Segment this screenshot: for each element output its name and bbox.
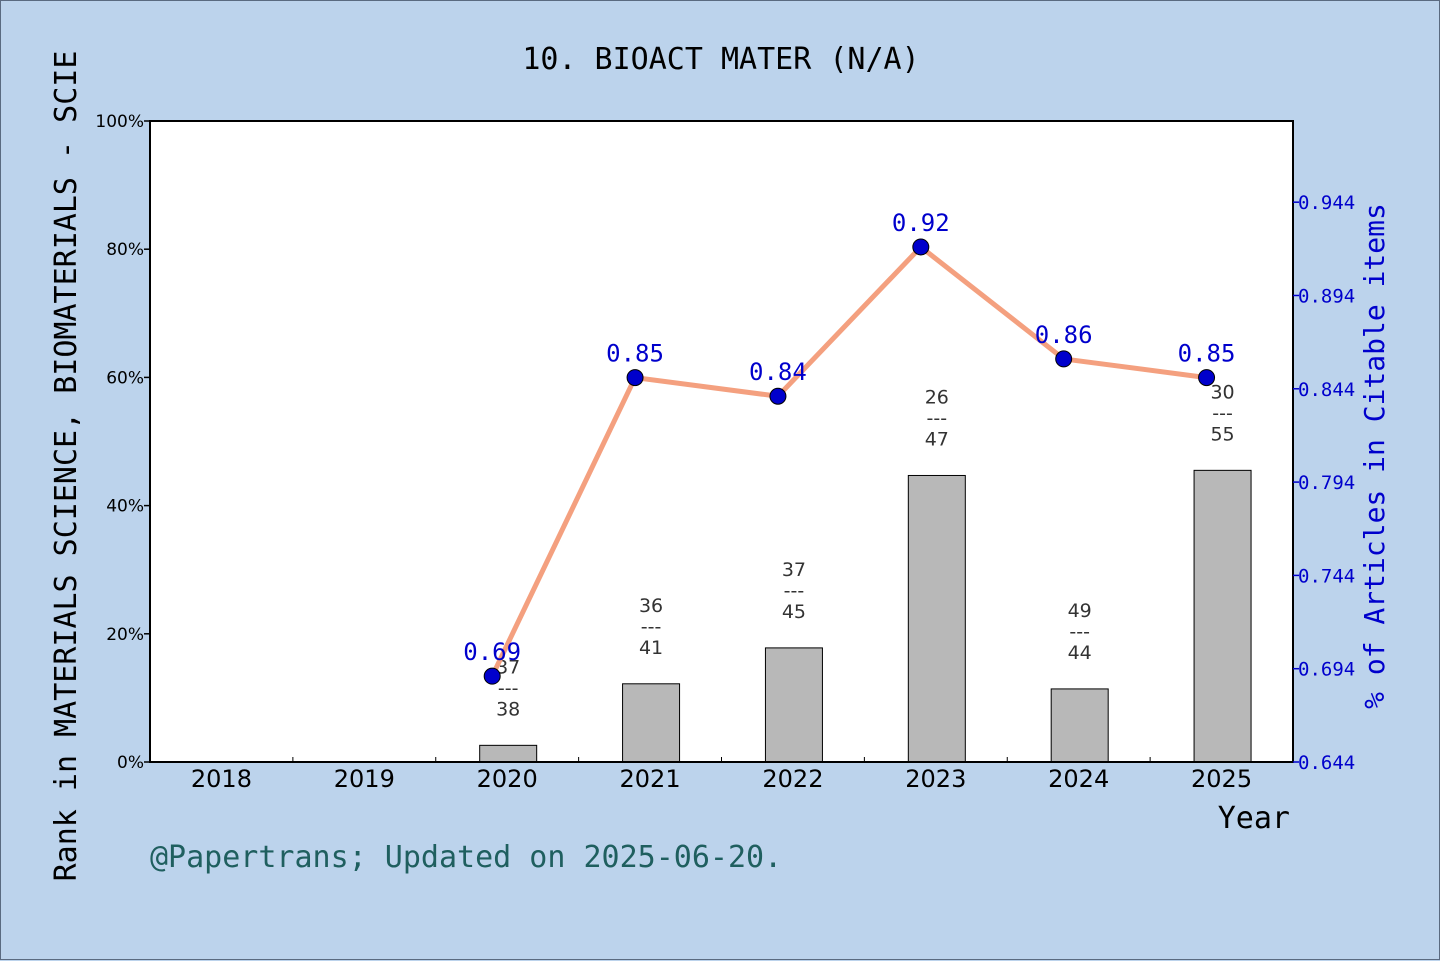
bar-series — [479, 469, 1252, 763]
line-point-label: 0.85 — [1178, 340, 1236, 368]
line-point — [912, 238, 930, 256]
bar-separator: --- — [784, 580, 805, 602]
right-axis: 0.644 0.694 0.744 0.794 0.844 0.894 0.944 — [1293, 192, 1355, 774]
line-point-label: 0.86 — [1035, 321, 1093, 349]
line-point — [769, 387, 787, 405]
bar-total-label: 47 — [925, 428, 949, 450]
line-point-label: 0.85 — [606, 340, 664, 368]
left-tick-label: 100% — [95, 112, 144, 132]
bar-separator: --- — [498, 677, 519, 699]
bar-total-label: 44 — [1068, 642, 1092, 664]
right-tick-label: 0.794 — [1298, 472, 1355, 494]
right-tick-label: 0.844 — [1298, 379, 1355, 401]
right-tick-label: 0.944 — [1298, 192, 1355, 214]
bar-separator: --- — [927, 407, 948, 429]
bar-separator: --- — [1069, 621, 1090, 643]
x-tick-label: 2018 — [191, 765, 252, 793]
x-tick-label: 2023 — [905, 765, 966, 793]
line-series: 0.69 0.85 0.84 0.92 0.86 0.85 — [463, 209, 1236, 685]
bar-total-label: 38 — [496, 698, 520, 720]
right-tick-label: 0.744 — [1298, 565, 1355, 587]
bar-labels: 37---3836---4137---4526---4749---4430---… — [496, 381, 1235, 720]
bar-2021 — [622, 683, 681, 763]
left-tick-label: 0% — [117, 753, 144, 773]
line-point — [626, 369, 644, 387]
bar-2024 — [1050, 688, 1109, 763]
left-axis: 0% 20% 40% 60% 80% 100% — [95, 112, 150, 773]
bar-2025 — [1193, 469, 1252, 763]
left-tick-label: 40% — [106, 497, 144, 517]
bar-total-label: 55 — [1210, 423, 1234, 445]
bar-rank-label: 49 — [1068, 600, 1092, 622]
bar-separator: --- — [1212, 402, 1233, 424]
bar-rank-label: 36 — [639, 595, 663, 617]
line-point-label: 0.69 — [463, 638, 521, 666]
bar-total-label: 45 — [782, 601, 806, 623]
left-tick-label: 20% — [106, 625, 144, 645]
chart-title: 10. BIOACT MATER (N/A) — [522, 42, 919, 77]
bar-2022 — [764, 647, 823, 763]
plot-area — [150, 121, 1293, 762]
bar-separator: --- — [641, 616, 662, 638]
x-tick-label: 2020 — [477, 765, 538, 793]
right-tick-label: 0.694 — [1298, 659, 1355, 681]
bar-rank-label: 37 — [782, 559, 806, 581]
x-axis-label: Year — [1218, 801, 1290, 836]
line-path — [489, 244, 1207, 678]
right-tick-label: 0.644 — [1298, 752, 1355, 774]
line-point-label: 0.84 — [749, 358, 807, 386]
x-tick-label: 2024 — [1048, 765, 1109, 793]
x-axis: 2018 2019 2020 2021 2022 2023 2024 2025 — [191, 757, 1252, 793]
left-axis-label: Rank in MATERIALS SCIENCE, BIOMATERIALS … — [49, 51, 84, 882]
bar-2020 — [479, 744, 538, 763]
x-tick-label: 2021 — [620, 765, 681, 793]
left-tick-label: 60% — [106, 368, 144, 388]
bar-total-label: 41 — [639, 637, 663, 659]
x-tick-label: 2022 — [762, 765, 823, 793]
x-tick-label: 2019 — [334, 765, 395, 793]
bar-2023 — [907, 474, 966, 763]
line-point — [1198, 369, 1216, 387]
line-point — [1055, 350, 1073, 368]
right-tick-label: 0.894 — [1298, 285, 1355, 307]
bar-rank-label: 26 — [925, 386, 949, 408]
line-point-label: 0.92 — [892, 209, 950, 237]
bar-rank-label: 30 — [1210, 381, 1234, 403]
left-tick-label: 80% — [106, 240, 144, 260]
line-point — [483, 667, 501, 685]
credit-text: @Papertrans; Updated on 2025-06-20. — [150, 840, 782, 875]
x-tick-label: 2025 — [1191, 765, 1252, 793]
bar-rank-label: 37 — [496, 656, 520, 678]
right-axis-label: % of Articles in Citable items — [1358, 203, 1391, 709]
